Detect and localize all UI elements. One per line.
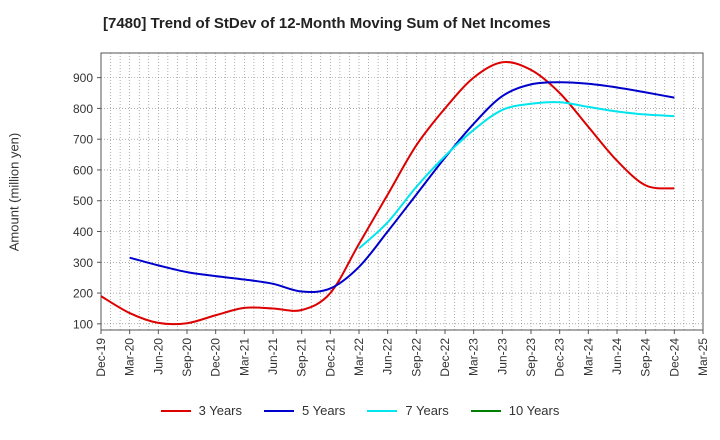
x-tick-label: Jun-23 — [495, 338, 509, 375]
x-tick-label: Sep-21 — [295, 338, 309, 377]
x-tick-label: Jun-24 — [610, 338, 624, 375]
x-tick-label: Mar-25 — [696, 338, 710, 376]
x-tick-label: Sep-24 — [639, 338, 653, 377]
chart-title: [7480] Trend of StDev of 12-Month Moving… — [103, 15, 551, 32]
y-tick-label: 300 — [73, 256, 93, 270]
legend-label: 5 Years — [302, 403, 346, 418]
x-tick-label: Sep-22 — [409, 338, 423, 377]
x-tick-label: Dec-22 — [438, 338, 452, 377]
plot-area — [101, 53, 703, 330]
y-tick-label: 400 — [73, 225, 93, 239]
x-tick-label: Mar-24 — [581, 338, 595, 376]
y-tick-label: 900 — [73, 71, 93, 85]
chart-legend: 3 Years 5 Years 7 Years 10 Years — [0, 403, 720, 418]
legend-swatch — [160, 409, 191, 412]
legend-item: 3 Years — [160, 403, 242, 418]
x-tick-label: Mar-23 — [467, 338, 481, 376]
x-tick-label: Jun-20 — [151, 338, 165, 375]
y-tick-label: 500 — [73, 194, 93, 208]
x-tick-label: Dec-20 — [209, 338, 223, 377]
legend-item: 10 Years — [470, 403, 560, 418]
series-line-5-years — [129, 81, 675, 293]
series-line-7-years — [358, 101, 675, 250]
x-tick-label: Sep-20 — [180, 338, 194, 377]
legend-swatch — [367, 409, 398, 412]
x-tick-label: Dec-23 — [553, 338, 567, 377]
y-tick-label: 700 — [73, 133, 93, 147]
x-tick-label: Mar-20 — [123, 338, 137, 376]
x-tick-label: Jun-21 — [266, 338, 280, 375]
plot-border — [100, 52, 704, 331]
x-tick-label: Jun-22 — [381, 338, 395, 375]
x-tick-label: Mar-21 — [237, 338, 251, 376]
legend-label: 10 Years — [508, 403, 560, 418]
legend-swatch — [264, 409, 294, 412]
x-tick-label: Dec-24 — [667, 338, 681, 377]
y-tick-label: 600 — [73, 163, 93, 177]
legend-label: 3 Years — [198, 403, 242, 418]
x-tick-label: Dec-21 — [323, 338, 337, 377]
legend-item: 7 Years — [367, 403, 449, 418]
y-tick-label: 200 — [73, 287, 93, 301]
series-line-3-years — [100, 60, 675, 326]
legend-swatch — [470, 409, 501, 412]
x-tick-label: Mar-22 — [352, 338, 366, 376]
legend-item: 5 Years — [264, 403, 345, 418]
legend-label: 7 Years — [405, 403, 449, 418]
x-tick-label: Dec-19 — [94, 338, 108, 377]
y-tick-label: 100 — [73, 317, 93, 331]
x-tick-label: Sep-23 — [524, 338, 538, 377]
y-tick-label: 800 — [73, 102, 93, 116]
